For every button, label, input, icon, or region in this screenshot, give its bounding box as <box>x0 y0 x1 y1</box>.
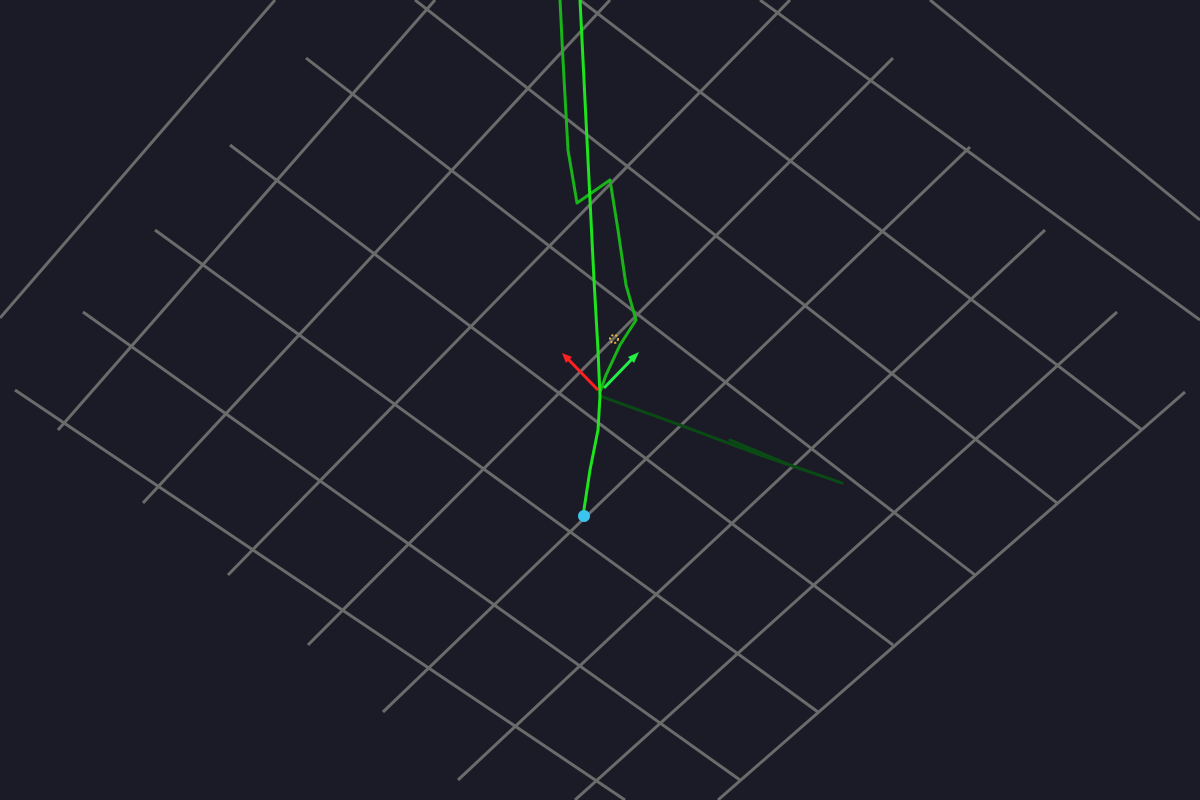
grid-line-b-5 <box>381 145 972 714</box>
grid-line-a-0 <box>14 388 626 800</box>
grid-line-b-8 <box>717 390 1186 800</box>
trajectory-paths <box>558 0 844 518</box>
grid-line-b-7 <box>573 310 1119 800</box>
x-axis-line <box>565 356 600 392</box>
grid-line-a-4 <box>305 56 976 577</box>
grid-line-a-3 <box>229 143 894 647</box>
y-axis-arrow-icon <box>628 352 639 363</box>
grid-line-b-0 <box>0 0 277 319</box>
x-axis-arrow-icon <box>562 353 572 363</box>
grid-line-a-2 <box>154 228 819 714</box>
grid-line-b-3 <box>226 0 792 577</box>
grid-line-a-7 <box>759 0 1200 322</box>
grid-line-b-2 <box>141 0 612 505</box>
secondary-trajectory-path <box>558 0 638 394</box>
circle-marker-icon <box>578 510 590 522</box>
primary-trajectory-path <box>578 0 602 518</box>
scene-markers <box>578 334 619 522</box>
grid-line-b-4 <box>306 56 895 647</box>
grid-line-b-1 <box>56 0 437 431</box>
y-axis-line <box>602 356 635 390</box>
ground-shadow-path <box>598 394 844 485</box>
grid-line-a-1 <box>82 310 741 782</box>
axes-gizmo-icon[interactable] <box>562 352 639 392</box>
grid-line-a-5 <box>414 0 1058 505</box>
crosshair-icon <box>609 334 619 344</box>
grid-line-b-6 <box>456 228 1047 782</box>
grid-line-a-6 <box>579 0 1143 432</box>
grid-line-a-8 <box>929 0 1200 222</box>
